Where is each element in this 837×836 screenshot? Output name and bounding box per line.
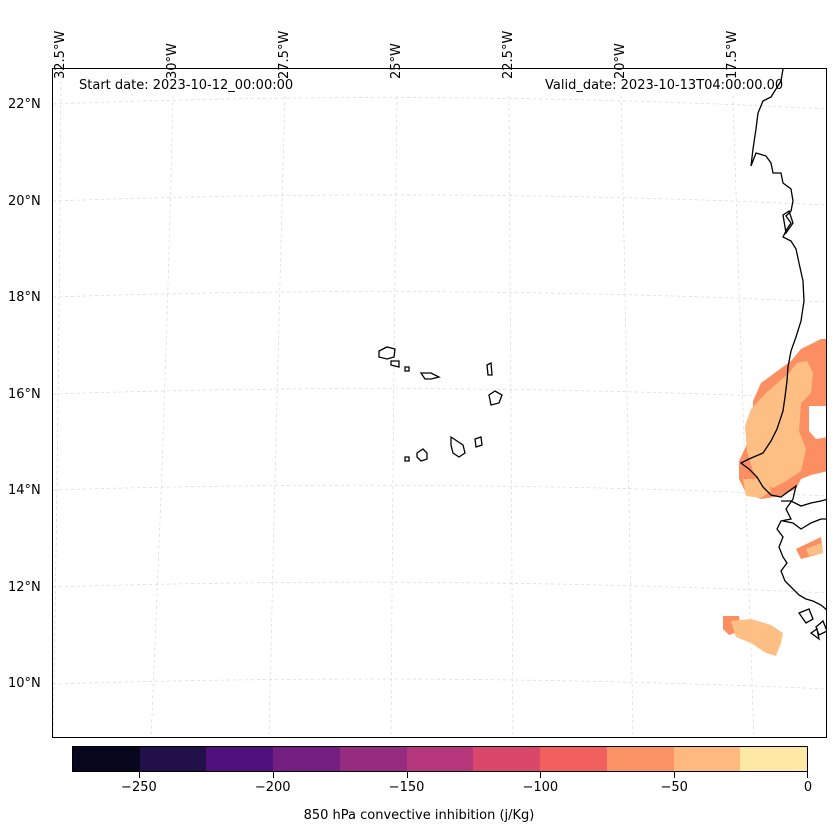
gridline-lon-32-5 <box>53 69 62 737</box>
bissagos-islands <box>797 608 826 641</box>
gridline-lon-17-5 <box>732 95 755 737</box>
colorbar-segment <box>673 747 741 771</box>
colorbar-segment <box>540 747 607 771</box>
cin-light-region-south <box>743 479 771 498</box>
latitude-label: 12°N <box>8 580 41 595</box>
island-santiago <box>450 435 466 458</box>
colorbar-tick <box>807 772 808 778</box>
start-date-text: Start date: 2023-10-12_00:00:00 <box>79 78 294 93</box>
colorbar-segment <box>473 747 541 771</box>
colorbar <box>72 746 808 772</box>
latitude-label: 10°N <box>8 676 41 691</box>
west-africa-coast <box>739 69 826 611</box>
map-canvas <box>53 69 826 737</box>
longitude-label: 17.5°W <box>725 30 740 79</box>
latitude-label: 18°N <box>8 290 41 305</box>
gridline-lat-12 <box>53 581 826 594</box>
gridline-lat-16 <box>53 388 826 400</box>
island-boa-vista <box>488 390 503 406</box>
colorbar-segment <box>740 747 808 771</box>
longitude-label: 20°W <box>613 43 628 79</box>
colorbar-segment <box>73 747 140 771</box>
colorbar-tick-label: −150 <box>388 780 425 795</box>
island-saint-louis-spit <box>782 209 794 235</box>
colorbar-segment <box>273 747 340 771</box>
longitude-label: 27.5°W <box>277 30 292 79</box>
cin-contours <box>723 339 826 656</box>
cin-white-hole <box>809 406 826 439</box>
island-fogo <box>416 448 428 462</box>
colorbar-segment <box>139 747 207 771</box>
island-santo-antao <box>378 346 396 360</box>
colorbar-tick <box>406 772 408 778</box>
cin-light-strip <box>806 543 823 556</box>
latitude-label: 14°N <box>8 483 41 498</box>
colorbar-tick-label: 0 <box>803 780 813 795</box>
gridline-lon-25 <box>390 95 398 737</box>
colorbar-tick <box>674 772 676 778</box>
colorbar-tick-label: −50 <box>660 780 688 795</box>
casamance-coast <box>782 518 826 530</box>
graticule <box>53 69 826 737</box>
island-santa-luzia <box>404 366 410 372</box>
latitude-label: 22°N <box>8 97 41 112</box>
island-sao-nicolau <box>419 372 441 380</box>
colorbar-segment <box>206 747 274 771</box>
longitude-label: 32.5°W <box>53 30 68 79</box>
colorbar-label: 850 hPa convective inhibition (j/Kg) <box>303 808 535 823</box>
latitude-label: 16°N <box>8 387 41 402</box>
gridline-lon-27-5 <box>268 95 286 737</box>
colorbar-segment <box>606 747 674 771</box>
coastlines <box>378 69 826 641</box>
colorbar-tick-label: −250 <box>121 780 157 795</box>
longitude-label: 25°W <box>389 43 404 79</box>
colorbar-tick <box>272 772 274 778</box>
colorbar-tick <box>540 772 542 778</box>
colorbar-segment <box>406 747 474 771</box>
gridline-lat-20 <box>53 194 826 206</box>
map-panel[interactable] <box>52 68 827 738</box>
cin-light-patch-south <box>731 619 783 656</box>
gridline-lon-22-5 <box>508 95 514 737</box>
gambia-river <box>781 498 826 507</box>
gridline-lat-14 <box>53 484 826 497</box>
gridline-lon-20 <box>620 95 634 737</box>
gridline-lat-10 <box>53 678 826 690</box>
colorbar-tick-label: −200 <box>254 780 291 795</box>
latitude-label: 20°N <box>8 194 41 209</box>
island-maio <box>474 436 483 448</box>
island-sao-vicente <box>390 360 400 368</box>
colorbar-segment <box>339 747 407 771</box>
island-sal <box>486 361 493 376</box>
gridline-lat-22 <box>53 97 826 110</box>
gridline-lon-30 <box>150 95 174 737</box>
gridline-lat-18 <box>53 291 826 303</box>
island-brava <box>404 456 410 462</box>
colorbar-tick <box>138 772 140 778</box>
valid-date-text: Valid_date: 2023-10-13T04:00:00.00 <box>545 78 784 93</box>
longitude-label: 30°W <box>165 43 180 79</box>
colorbar-tick-label: −100 <box>522 780 559 795</box>
longitude-label: 22.5°W <box>501 30 516 79</box>
